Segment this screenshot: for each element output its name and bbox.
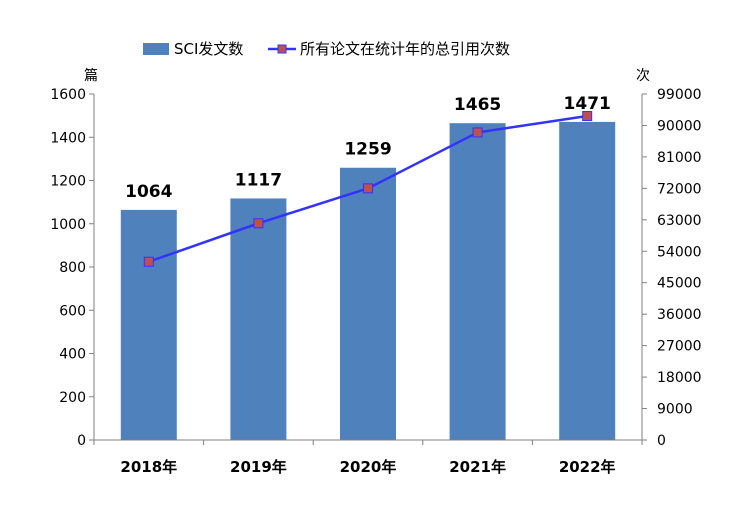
bar (449, 123, 506, 440)
x-tick-label: 2020年 (340, 458, 397, 476)
right-tick-label: 63000 (657, 213, 702, 229)
left-tick-label: 1200 (50, 174, 86, 190)
right-tick-label: 36000 (657, 307, 702, 323)
right-tick-label: 54000 (657, 244, 702, 260)
left-tick-label: 1400 (50, 130, 86, 146)
right-tick-label: 45000 (657, 276, 702, 292)
right-tick-label: 0 (657, 433, 666, 449)
legend-line-marker (277, 44, 287, 54)
line-point (582, 111, 593, 122)
left-tick-label: 1000 (50, 217, 86, 233)
legend: SCI发文数 所有论文在统计年的总引用次数 (143, 40, 510, 58)
line-point (143, 256, 154, 267)
right-tick-label: 99000 (657, 87, 702, 103)
right-tick-label: 90000 (657, 118, 702, 134)
left-tick-label: 600 (59, 303, 86, 319)
left-tick-label: 0 (77, 433, 86, 449)
right-axis-unit: 次 (636, 68, 650, 84)
line-series (143, 111, 593, 267)
x-tick-label: 2021年 (449, 458, 506, 476)
data-label: 1117 (235, 170, 282, 190)
data-label: 1259 (344, 140, 391, 160)
bar (559, 121, 616, 441)
bars (120, 121, 616, 441)
left-axis-unit: 篇 (84, 68, 98, 84)
right-tick-label: 27000 (657, 339, 702, 355)
left-tick-label: 400 (59, 347, 86, 363)
left-tick-label: 1600 (50, 87, 86, 103)
line-point (363, 183, 373, 194)
line-point (472, 127, 483, 138)
bar (340, 167, 396, 440)
x-tick-label: 2018年 (120, 458, 177, 476)
left-tick-label: 800 (59, 260, 86, 276)
data-label: 1064 (125, 182, 172, 202)
x-tick-label: 2019年 (230, 458, 287, 476)
axes (89, 93, 647, 445)
legend-bar-swatch (143, 43, 169, 55)
right-tick-label: 18000 (657, 370, 702, 386)
right-tick-label: 9000 (657, 402, 693, 418)
right-tick-label: 81000 (657, 150, 702, 166)
legend-line-label: 所有论文在统计年的总引用次数 (300, 40, 510, 58)
bar (230, 198, 287, 440)
left-tick-label: 200 (59, 390, 86, 406)
data-label: 1471 (564, 94, 611, 114)
line-point (253, 218, 264, 229)
bar (120, 209, 177, 440)
x-tick-label: 2022年 (559, 458, 616, 476)
right-tick-label: 72000 (657, 181, 702, 197)
labels: 1064 1117 1259 1465 1471 0 200 400 600 800 1000 120… (50, 87, 701, 476)
data-label: 1465 (454, 95, 501, 115)
legend-bar-label: SCI发文数 (174, 40, 243, 58)
